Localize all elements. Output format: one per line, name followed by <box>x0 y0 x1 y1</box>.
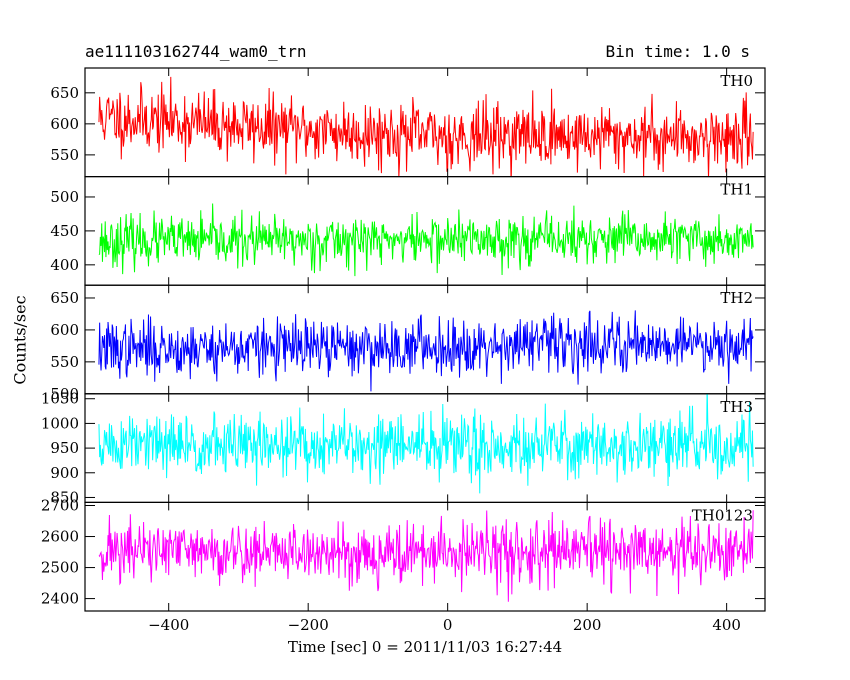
x-tick-label: 400 <box>712 616 741 634</box>
y-tick-label: 1000 <box>41 414 79 432</box>
x-tick-label: 0 <box>443 616 453 634</box>
series-th0-line <box>98 76 754 177</box>
series-th0123-line <box>98 510 754 602</box>
y-tick-label: 550 <box>50 353 79 371</box>
x-tick-label: 200 <box>573 616 602 634</box>
y-tick-label: 650 <box>50 84 79 102</box>
y-tick-label: 2700 <box>41 497 79 515</box>
y-tick-label: 900 <box>50 464 79 482</box>
panel-label-th3: TH3 <box>720 398 753 416</box>
y-tick-label: 500 <box>50 188 79 206</box>
y-tick-label: 2600 <box>41 528 79 546</box>
x-axis-label: Time [sec] 0 = 2011/11/03 16:27:44 <box>287 638 563 656</box>
x-tick-label: −400 <box>148 616 189 634</box>
y-tick-label: 2400 <box>41 590 79 608</box>
y-tick-label: 600 <box>50 115 79 133</box>
y-tick-label: 600 <box>50 321 79 339</box>
panel-label-th0123: TH0123 <box>692 506 753 524</box>
y-tick-label: 550 <box>50 146 79 164</box>
series-th1-line <box>98 203 754 277</box>
series-th3-line <box>98 393 754 494</box>
y-tick-label: 1050 <box>41 390 79 408</box>
y-tick-label: 2500 <box>41 559 79 577</box>
plot-title: ae111103162744_wam0_trn <box>85 42 307 61</box>
panel-label-th0: TH0 <box>720 72 753 90</box>
panel-frame-th0123 <box>84 501 766 612</box>
y-tick-label: 400 <box>50 256 79 274</box>
y-tick-label: 450 <box>50 222 79 240</box>
y-tick-label: 500 <box>50 385 79 403</box>
x-tick-label: −200 <box>288 616 329 634</box>
series-th2-line <box>98 310 754 392</box>
y-tick-label: 850 <box>50 488 79 506</box>
y-axis-label: Counts/sec <box>10 295 30 385</box>
bin-time-label: Bin time: 1.0 s <box>605 42 751 61</box>
panel-label-th1: TH1 <box>720 181 753 199</box>
y-tick-label: 950 <box>50 439 79 457</box>
y-tick-label: 650 <box>50 289 79 307</box>
panel-label-th2: TH2 <box>720 289 753 307</box>
